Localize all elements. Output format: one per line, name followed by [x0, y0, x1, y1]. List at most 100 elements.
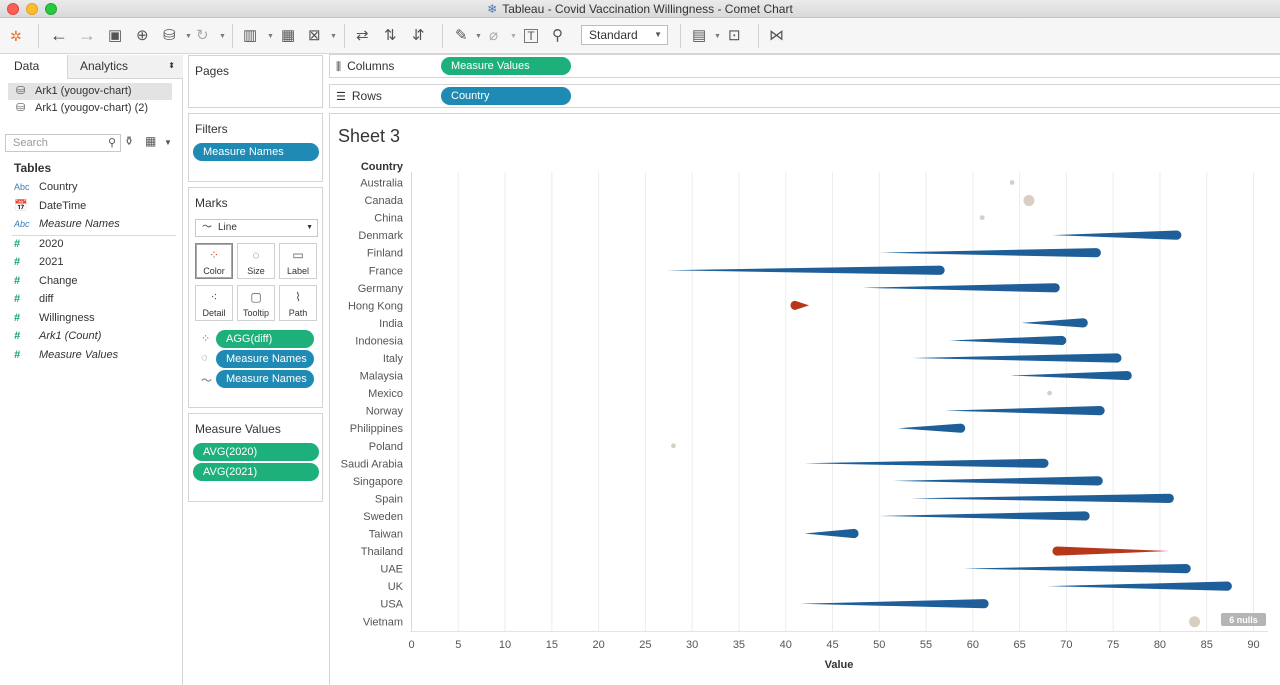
- chevron-updown-icon: ⬍: [168, 61, 175, 70]
- toolbar-separator: [442, 24, 443, 48]
- marks-pill-measure-names[interactable]: Measure Names: [216, 350, 314, 368]
- save-icon[interactable]: ▣: [108, 27, 123, 44]
- chevron-down-icon[interactable]: ▼: [219, 33, 226, 40]
- field-item-measure[interactable]: #2021: [14, 253, 63, 271]
- field-search-input[interactable]: Search ⚲: [5, 134, 121, 152]
- redo-icon[interactable]: →: [78, 25, 96, 45]
- label-button[interactable]: ▭ Label: [279, 243, 317, 279]
- rows-shelf[interactable]: ☰ Rows Country: [329, 84, 1280, 108]
- swap-axes-icon[interactable]: ⇄: [356, 27, 369, 44]
- size-button[interactable]: ◌ Size: [237, 243, 275, 279]
- filter-pill-measure-names[interactable]: Measure Names: [193, 143, 319, 161]
- show-cards-icon[interactable]: ▤: [692, 27, 707, 44]
- group-members-icon[interactable]: ⌀: [489, 27, 499, 44]
- size-icon: ◌: [252, 248, 260, 262]
- zoom-window-button[interactable]: [45, 3, 57, 15]
- field-label: 2021: [39, 256, 64, 268]
- new-worksheet-icon[interactable]: ▥: [243, 27, 258, 44]
- field-item-measure[interactable]: # Willingness: [14, 309, 95, 327]
- new-data-source-icon[interactable]: ⊕: [136, 27, 149, 44]
- tab-analytics-label: Analytics: [80, 59, 129, 73]
- chevron-down-icon: ▼: [306, 224, 313, 231]
- measure-values-card-title: Measure Values: [195, 422, 281, 436]
- search-placeholder: Search: [13, 137, 48, 149]
- field-item-measure[interactable]: # Change: [14, 272, 78, 290]
- string-field-icon: Abc: [14, 182, 30, 192]
- rows-pill-country[interactable]: Country: [441, 87, 571, 105]
- rows-shelf-label: Rows: [351, 89, 382, 103]
- show-labels-icon[interactable]: T: [524, 29, 538, 43]
- data-source-item[interactable]: ⛁ Ark1 (yougov-chart): [8, 83, 172, 100]
- field-item-dimension[interactable]: Abc Country: [14, 178, 78, 196]
- chevron-down-icon[interactable]: ▼: [714, 33, 721, 40]
- close-window-button[interactable]: [7, 3, 19, 15]
- label-icon: ▭: [292, 248, 304, 262]
- field-label: Country: [39, 181, 78, 193]
- tableau-logo-icon[interactable]: ✲: [10, 28, 22, 44]
- field-separator: [12, 235, 176, 236]
- tableau-doc-icon: ❄: [487, 2, 498, 16]
- view-data-icon[interactable]: ▦: [145, 134, 157, 148]
- minimize-window-button[interactable]: [26, 3, 38, 15]
- chevron-down-icon[interactable]: ▼: [510, 33, 517, 40]
- tab-analytics[interactable]: Analytics ⬍: [67, 55, 183, 79]
- chevron-down-icon[interactable]: ▼: [185, 33, 192, 40]
- measure-values-card: Measure Values AVG(2020) AVG(2021): [188, 413, 323, 502]
- share-icon[interactable]: ⋈: [769, 27, 784, 44]
- marks-card: Marks 〜 Line ▼ ⁘ Color ◌ Size ▭ Label ⁖ Detail…: [188, 187, 323, 408]
- measure-value-pill-2021[interactable]: AVG(2021): [193, 463, 319, 481]
- field-label: Measure Names: [39, 218, 120, 230]
- path-button[interactable]: ⌇ Path: [279, 285, 317, 321]
- fix-axes-icon[interactable]: ⚲: [552, 27, 563, 44]
- data-source-icon: ⛁: [16, 102, 26, 114]
- size-icon: ◌: [201, 352, 208, 364]
- field-label: diff: [39, 293, 54, 305]
- chevron-down-icon: ▼: [654, 30, 662, 39]
- tooltip-icon: ▢: [250, 290, 262, 304]
- data-source-label: Ark1 (yougov-chart): [35, 85, 132, 97]
- field-label: Measure Values: [39, 348, 119, 361]
- toolbar-separator: [680, 24, 681, 48]
- view-size-select[interactable]: Standard ▼: [581, 25, 668, 45]
- presentation-mode-icon[interactable]: ⊡: [728, 27, 741, 44]
- columns-shelf-label: Columns: [347, 59, 395, 73]
- field-item-measure[interactable]: # Ark1 (Count): [14, 327, 101, 345]
- undo-icon[interactable]: ←: [50, 25, 68, 45]
- string-field-icon: Abc: [14, 219, 30, 229]
- sort-ascending-icon[interactable]: ⇅: [384, 27, 397, 44]
- color-icon: ⁘: [208, 248, 220, 262]
- chevron-down-icon[interactable]: ▼: [475, 33, 482, 40]
- marks-pill-measure-names-path[interactable]: Measure Names: [216, 370, 314, 388]
- field-item-dimension[interactable]: 📅 DateTime: [14, 197, 86, 215]
- refresh-icon[interactable]: ↻: [196, 27, 209, 44]
- color-button-label: Color: [203, 266, 225, 276]
- field-item-measure[interactable]: # diff: [14, 290, 53, 308]
- detail-button[interactable]: ⁖ Detail: [195, 285, 233, 321]
- tab-data[interactable]: Data: [0, 55, 67, 79]
- tooltip-button[interactable]: ▢ Tooltip: [237, 285, 275, 321]
- line-mark-icon: 〜: [202, 222, 212, 233]
- clear-sheet-icon[interactable]: ⊠: [308, 27, 321, 44]
- window-titlebar: ❄ Tableau - Covid Vaccination Willingness…: [0, 0, 1280, 18]
- color-button[interactable]: ⁘ Color: [195, 243, 233, 279]
- duplicate-sheet-icon[interactable]: ▦: [281, 27, 296, 44]
- detail-icon: ⁖: [210, 290, 218, 304]
- columns-pill-measure-values[interactable]: Measure Values: [441, 57, 571, 75]
- field-item-measure[interactable]: #2020: [14, 235, 63, 253]
- field-item-dimension[interactable]: Abc Measure Names: [14, 215, 120, 233]
- columns-shelf[interactable]: ⫼ Columns Measure Values: [329, 54, 1280, 78]
- data-source-item[interactable]: ⛁ Ark1 (yougov-chart) (2): [8, 100, 172, 117]
- data-source-icon[interactable]: ⛁: [163, 27, 176, 44]
- highlight-icon[interactable]: ✎: [455, 27, 468, 44]
- chevron-down-icon[interactable]: ▼: [330, 33, 337, 40]
- number-field-icon: #: [14, 274, 21, 287]
- chevron-down-icon[interactable]: ▼: [267, 33, 274, 40]
- filters-card: Filters Measure Names: [188, 113, 323, 182]
- chevron-down-icon[interactable]: ▼: [164, 138, 172, 147]
- filter-icon[interactable]: ⚱: [124, 134, 135, 148]
- marks-pill-agg-diff[interactable]: AGG(diff): [216, 330, 314, 348]
- sort-descending-icon[interactable]: ⇵: [412, 27, 425, 44]
- measure-value-pill-2020[interactable]: AVG(2020): [193, 443, 319, 461]
- mark-type-select[interactable]: 〜 Line ▼: [195, 219, 318, 237]
- field-item-measure[interactable]: # Measure Values: [14, 346, 118, 364]
